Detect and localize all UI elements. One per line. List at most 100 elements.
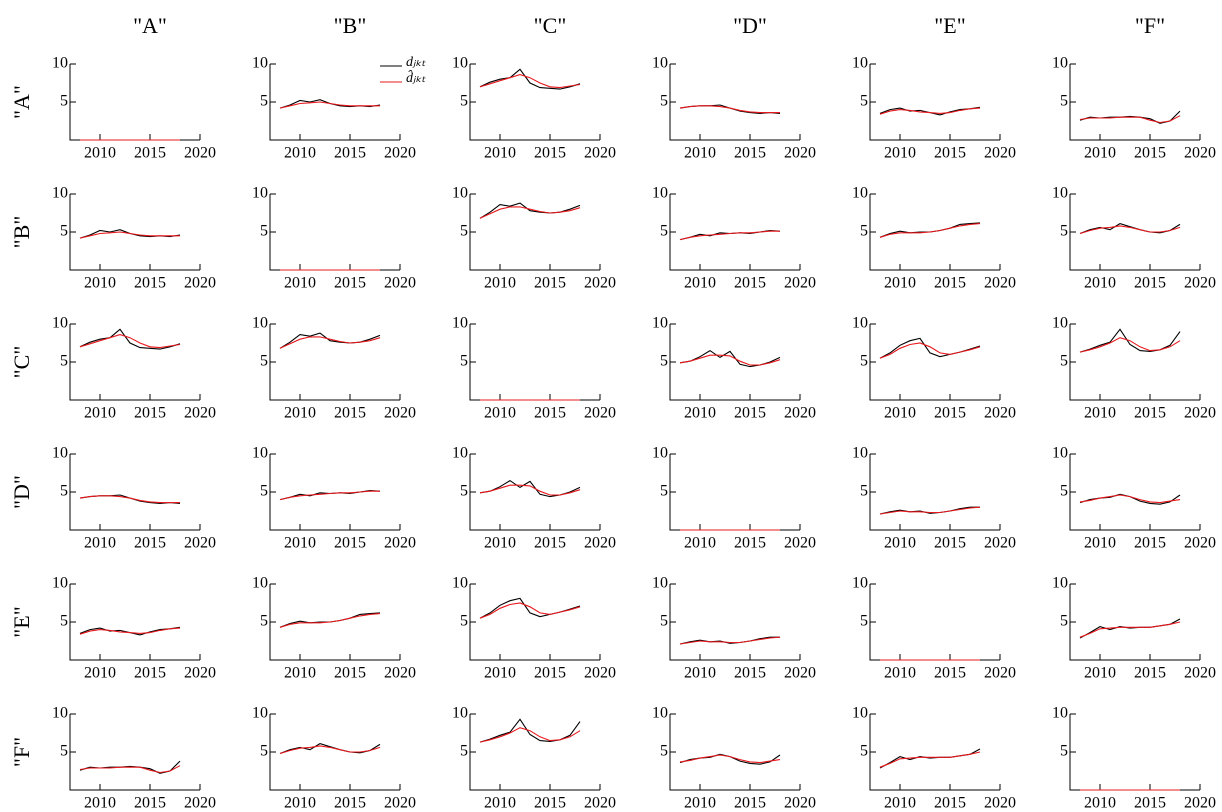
y-tick-label: 5 bbox=[60, 483, 68, 500]
y-tick-label: 10 bbox=[52, 185, 68, 202]
x-tick-label: 2010 bbox=[284, 145, 316, 162]
legend-label: dⱼₖₜ bbox=[406, 55, 426, 70]
x-tick-label: 2015 bbox=[1134, 665, 1166, 682]
series-line bbox=[879, 107, 981, 115]
row-label: "D" bbox=[9, 475, 34, 509]
x-tick-label: 2010 bbox=[884, 275, 916, 292]
series-line bbox=[1079, 618, 1181, 639]
axes bbox=[869, 324, 1000, 401]
series-line bbox=[79, 626, 181, 636]
x-tick-label: 2020 bbox=[584, 145, 616, 162]
x-tick-label: 2020 bbox=[784, 145, 816, 162]
series-line bbox=[279, 743, 381, 755]
y-tick-label: 5 bbox=[660, 93, 668, 110]
y-tick-label: 5 bbox=[60, 743, 68, 760]
x-tick-label: 2020 bbox=[584, 795, 616, 812]
axes bbox=[69, 584, 200, 661]
legend-label: d̂ⱼₖₜ bbox=[406, 69, 426, 86]
x-tick-label: 2020 bbox=[784, 665, 816, 682]
series-line bbox=[679, 354, 781, 366]
x-tick-label: 2015 bbox=[1134, 535, 1166, 552]
series-line bbox=[279, 332, 381, 349]
series-line bbox=[679, 636, 780, 645]
axes bbox=[1069, 454, 1200, 531]
y-tick-label: 5 bbox=[860, 613, 868, 630]
y-tick-label: 10 bbox=[652, 705, 668, 722]
y-tick-label: 5 bbox=[460, 743, 468, 760]
x-tick-label: 2020 bbox=[184, 535, 216, 552]
axes bbox=[669, 454, 800, 531]
axes bbox=[469, 714, 600, 791]
series-line bbox=[479, 602, 581, 619]
y-tick-label: 5 bbox=[260, 93, 268, 110]
series-line bbox=[79, 334, 181, 349]
x-tick-label: 2015 bbox=[734, 145, 766, 162]
y-tick-label: 10 bbox=[252, 185, 268, 202]
x-tick-label: 2015 bbox=[934, 665, 966, 682]
row-label: "C" bbox=[9, 346, 34, 379]
series-line bbox=[279, 336, 381, 349]
series-line bbox=[1079, 223, 1181, 235]
series-line bbox=[679, 636, 781, 645]
y-tick-label: 10 bbox=[452, 185, 468, 202]
column-label: "B" bbox=[334, 13, 367, 38]
x-tick-label: 2015 bbox=[134, 535, 166, 552]
series-line bbox=[279, 745, 381, 755]
axes bbox=[669, 194, 800, 271]
x-tick-label: 2020 bbox=[584, 275, 616, 292]
x-tick-label: 2015 bbox=[534, 275, 566, 292]
x-tick-label: 2020 bbox=[784, 535, 816, 552]
x-tick-label: 2020 bbox=[1184, 665, 1216, 682]
y-tick-label: 10 bbox=[252, 575, 268, 592]
x-tick-label: 2020 bbox=[384, 665, 416, 682]
x-tick-label: 2010 bbox=[284, 275, 316, 292]
axes bbox=[1069, 324, 1200, 401]
y-tick-label: 10 bbox=[452, 55, 468, 72]
x-tick-label: 2020 bbox=[384, 145, 416, 162]
y-tick-label: 5 bbox=[260, 743, 268, 760]
axes bbox=[1069, 584, 1200, 661]
x-tick-label: 2020 bbox=[384, 275, 416, 292]
x-tick-label: 2020 bbox=[384, 795, 416, 812]
x-tick-label: 2020 bbox=[184, 665, 216, 682]
y-tick-label: 5 bbox=[60, 223, 68, 240]
y-tick-label: 5 bbox=[260, 483, 268, 500]
y-tick-label: 10 bbox=[852, 315, 868, 332]
y-tick-label: 10 bbox=[52, 55, 68, 72]
x-tick-label: 2020 bbox=[1184, 535, 1216, 552]
x-tick-label: 2020 bbox=[984, 665, 1016, 682]
y-tick-label: 10 bbox=[852, 185, 868, 202]
x-tick-label: 2010 bbox=[1084, 795, 1116, 812]
series-line bbox=[79, 495, 180, 504]
x-tick-label: 2020 bbox=[984, 405, 1016, 422]
y-tick-label: 10 bbox=[1052, 55, 1068, 72]
x-tick-label: 2015 bbox=[734, 275, 766, 292]
x-tick-label: 2015 bbox=[734, 795, 766, 812]
y-tick-label: 10 bbox=[652, 55, 668, 72]
x-tick-label: 2010 bbox=[284, 795, 316, 812]
y-tick-label: 5 bbox=[860, 93, 868, 110]
x-tick-label: 2015 bbox=[134, 795, 166, 812]
x-tick-label: 2010 bbox=[1084, 665, 1116, 682]
x-tick-label: 2015 bbox=[334, 275, 366, 292]
x-tick-label: 2015 bbox=[334, 145, 366, 162]
series-line bbox=[879, 748, 981, 769]
series-line bbox=[679, 230, 780, 241]
x-tick-label: 2015 bbox=[1134, 405, 1166, 422]
x-tick-label: 2010 bbox=[684, 535, 716, 552]
y-tick-label: 5 bbox=[460, 223, 468, 240]
y-tick-label: 5 bbox=[260, 353, 268, 370]
x-tick-label: 2015 bbox=[934, 795, 966, 812]
x-tick-label: 2010 bbox=[684, 795, 716, 812]
x-tick-label: 2020 bbox=[784, 275, 816, 292]
x-tick-label: 2015 bbox=[334, 795, 366, 812]
x-tick-label: 2020 bbox=[184, 275, 216, 292]
x-tick-label: 2010 bbox=[1084, 405, 1116, 422]
axes bbox=[469, 64, 600, 141]
y-tick-label: 5 bbox=[60, 613, 68, 630]
x-tick-label: 2020 bbox=[1184, 795, 1216, 812]
y-tick-label: 10 bbox=[652, 315, 668, 332]
y-tick-label: 5 bbox=[860, 353, 868, 370]
x-tick-label: 2010 bbox=[484, 405, 516, 422]
